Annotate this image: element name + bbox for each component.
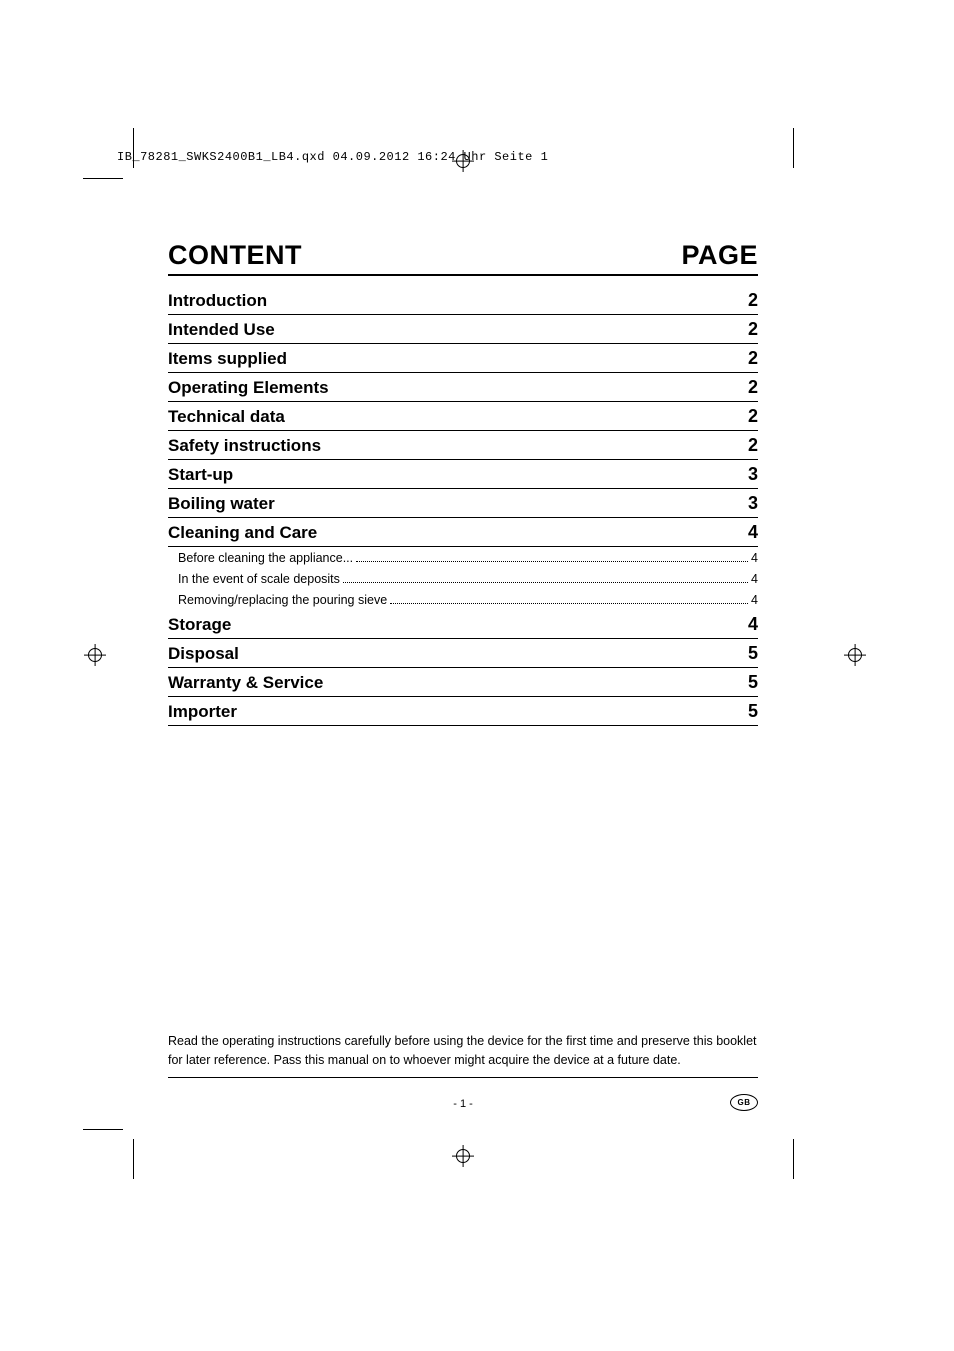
toc-label: Start-up (168, 465, 233, 485)
toc-row: Storage 4 (168, 610, 758, 639)
reader-note: Read the operating instructions carefull… (168, 1032, 758, 1078)
toc-label: Items supplied (168, 349, 287, 369)
toc-subrow: Before cleaning the appliance... 4 (168, 547, 758, 568)
registration-mark (452, 1145, 474, 1167)
crop-mark (83, 1129, 123, 1130)
toc-page: 3 (748, 464, 758, 485)
toc-header: CONTENT PAGE (168, 240, 758, 276)
registration-mark (844, 644, 866, 666)
toc-row: Intended Use 2 (168, 315, 758, 344)
toc-page: 4 (748, 522, 758, 543)
toc-row: Items supplied 2 (168, 344, 758, 373)
toc-row: Safety instructions 2 (168, 431, 758, 460)
toc-page: 2 (748, 435, 758, 456)
content-heading: CONTENT (168, 240, 302, 271)
toc-label: Cleaning and Care (168, 523, 317, 543)
toc-sublabel: In the event of scale deposits (178, 572, 340, 586)
toc-leader-dots (343, 582, 748, 583)
toc-label: Safety instructions (168, 436, 321, 456)
toc-label: Importer (168, 702, 237, 722)
page-footer: - 1 - GB (168, 1098, 758, 1110)
toc-row: Cleaning and Care 4 (168, 518, 758, 547)
toc-subrow: In the event of scale deposits 4 (168, 568, 758, 589)
toc-subpage: 4 (751, 572, 758, 586)
toc-sublabel: Removing/replacing the pouring sieve (178, 593, 387, 607)
toc-label: Storage (168, 615, 231, 635)
toc-label: Disposal (168, 644, 239, 664)
toc-label: Technical data (168, 407, 285, 427)
toc-row: Start-up 3 (168, 460, 758, 489)
toc-page: 5 (748, 672, 758, 693)
toc-page: 2 (748, 377, 758, 398)
crop-mark (83, 178, 123, 179)
toc-row: Importer 5 (168, 697, 758, 726)
toc-page: 2 (748, 348, 758, 369)
toc-label: Introduction (168, 291, 267, 311)
toc-label: Operating Elements (168, 378, 329, 398)
toc-row: Boiling water 3 (168, 489, 758, 518)
toc-row: Operating Elements 2 (168, 373, 758, 402)
toc-page: 5 (748, 701, 758, 722)
toc-page: 3 (748, 493, 758, 514)
table-of-contents: Introduction2Intended Use2Items supplied… (168, 286, 758, 726)
language-badge: GB (730, 1094, 758, 1111)
toc-leader-dots (390, 603, 748, 604)
toc-label: Warranty & Service (168, 673, 323, 693)
page-heading: PAGE (681, 240, 758, 271)
toc-page: 2 (748, 319, 758, 340)
toc-page: 4 (748, 614, 758, 635)
registration-mark (84, 644, 106, 666)
toc-label: Boiling water (168, 494, 275, 514)
crop-mark (793, 1139, 794, 1179)
crop-mark (133, 128, 134, 168)
toc-page: 2 (748, 290, 758, 311)
toc-leader-dots (356, 561, 748, 562)
toc-row: Technical data 2 (168, 402, 758, 431)
toc-row: Disposal 5 (168, 639, 758, 668)
toc-page: 5 (748, 643, 758, 664)
toc-subrow: Removing/replacing the pouring sieve 4 (168, 589, 758, 610)
toc-page: 2 (748, 406, 758, 427)
crop-mark (793, 128, 794, 168)
toc-sublabel: Before cleaning the appliance... (178, 551, 353, 565)
toc-row: Warranty & Service 5 (168, 668, 758, 697)
toc-label: Intended Use (168, 320, 275, 340)
toc-subpage: 4 (751, 593, 758, 607)
toc-subpage: 4 (751, 551, 758, 565)
page-number: - 1 - (453, 1098, 473, 1110)
toc-row: Introduction 2 (168, 286, 758, 315)
crop-mark (133, 1139, 134, 1179)
